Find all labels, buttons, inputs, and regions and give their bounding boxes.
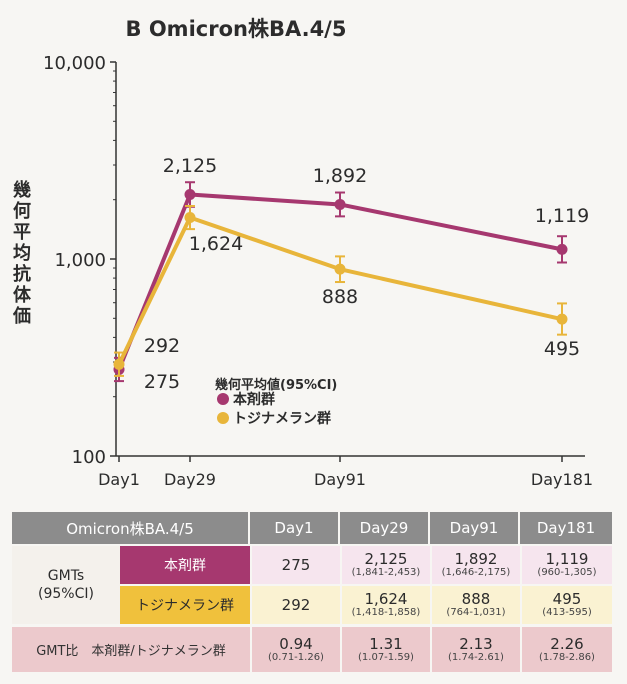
data-point bbox=[184, 212, 196, 224]
table-cell: 1,624 (1,418-1,858) bbox=[340, 584, 430, 624]
x-tick-label: Day91 bbox=[314, 470, 366, 489]
table-header-day181: Day181 bbox=[520, 512, 612, 544]
data-point bbox=[184, 189, 196, 201]
legend-title: 幾何平均値(95%CI) bbox=[215, 377, 337, 393]
table-header-day91: Day91 bbox=[430, 512, 520, 544]
data-label: 292 bbox=[144, 335, 180, 357]
y-axis-label-char: 幾 bbox=[13, 179, 31, 201]
table-cell: 292 bbox=[250, 584, 340, 624]
data-label: 495 bbox=[544, 338, 580, 360]
gmts-ci-label: (95%CI) bbox=[38, 586, 94, 602]
table-header-variant: Omicron株BA.4/5 bbox=[12, 512, 250, 544]
table-cell: 1.31 (1.07-1.59) bbox=[340, 624, 430, 672]
data-point bbox=[334, 263, 346, 275]
y-tick-label: 10,000 bbox=[43, 53, 106, 74]
data-label: 1,119 bbox=[535, 205, 589, 227]
table-cell: 1,119 (960-1,305) bbox=[520, 544, 612, 584]
table-header-day1: Day1 bbox=[250, 512, 340, 544]
y-tick-label: 1,000 bbox=[54, 250, 106, 271]
data-label: 888 bbox=[322, 286, 358, 308]
gmts-label: GMTs bbox=[47, 568, 85, 584]
ratio-row-label: GMT比 本剤群/トジナメラン群 bbox=[12, 624, 250, 672]
gmts-group-label: GMTs (95%CI) bbox=[12, 544, 120, 624]
data-label: 1,624 bbox=[189, 233, 243, 255]
legend-marker bbox=[217, 393, 229, 405]
table-cell: 888 (764-1,031) bbox=[430, 584, 520, 624]
table-cell: 275 bbox=[250, 544, 340, 584]
data-point bbox=[556, 313, 568, 325]
table-cell: 2.13 (1.74-2.61) bbox=[430, 624, 520, 672]
chart-title: B Omicron株BA.4/5 bbox=[126, 17, 347, 41]
y-axis-label-char: 抗 bbox=[13, 263, 31, 285]
series-line bbox=[117, 215, 563, 366]
table-cell: 495 (413-595) bbox=[520, 584, 612, 624]
legend-marker bbox=[217, 412, 229, 424]
data-label: 275 bbox=[144, 371, 180, 393]
x-tick-label: Day29 bbox=[164, 470, 216, 489]
y-axis-label-char: 平 bbox=[13, 222, 31, 243]
table-cell: 2,125 (1,841-2,453) bbox=[340, 544, 430, 584]
table-row-honzai: GMTs (95%CI) 本剤群 275 2,125 (1,841-2,453) … bbox=[12, 544, 612, 624]
data-point bbox=[556, 243, 568, 255]
y-axis-label-char: 体 bbox=[13, 284, 32, 306]
data-point bbox=[334, 198, 346, 210]
legend-label: トジナメラン群 bbox=[233, 410, 331, 427]
y-axis-label-char: 均 bbox=[13, 242, 31, 264]
table-cell: 1,892 (1,646-2,175) bbox=[430, 544, 520, 584]
data-point bbox=[113, 358, 125, 370]
x-tick-label: Day181 bbox=[531, 470, 593, 489]
y-axis-label-char: 何 bbox=[13, 200, 31, 222]
data-label: 1,892 bbox=[313, 165, 367, 187]
table-row-tozinameran: トジナメラン群 292 1,624 (1,418-1,858) 888 (764-1… bbox=[12, 584, 612, 624]
series-line bbox=[117, 192, 563, 371]
legend-label: 本剤群 bbox=[233, 391, 275, 408]
row-label-honzai: 本剤群 bbox=[120, 544, 250, 584]
gmt-table: Omicron株BA.4/5 Day1 Day29 Day91 Day181 G… bbox=[12, 512, 612, 672]
table-row-gmt-ratio: GMT比 本剤群/トジナメラン群 0.94 (0.71-1.26) 1.31 (1.… bbox=[12, 624, 612, 672]
row-label-tozinameran: トジナメラン群 bbox=[120, 584, 250, 624]
table-header-row: Omicron株BA.4/5 Day1 Day29 Day91 Day181 bbox=[12, 512, 612, 544]
y-tick-label: 100 bbox=[72, 447, 106, 468]
y-axis-label-char: 価 bbox=[12, 305, 31, 327]
table-cell: 2.26 (1.78-2.86) bbox=[520, 624, 612, 672]
table-cell: 0.94 (0.71-1.26) bbox=[250, 624, 340, 672]
x-tick-label: Day1 bbox=[98, 470, 140, 489]
data-label: 2,125 bbox=[163, 155, 217, 177]
table-header-day29: Day29 bbox=[340, 512, 430, 544]
